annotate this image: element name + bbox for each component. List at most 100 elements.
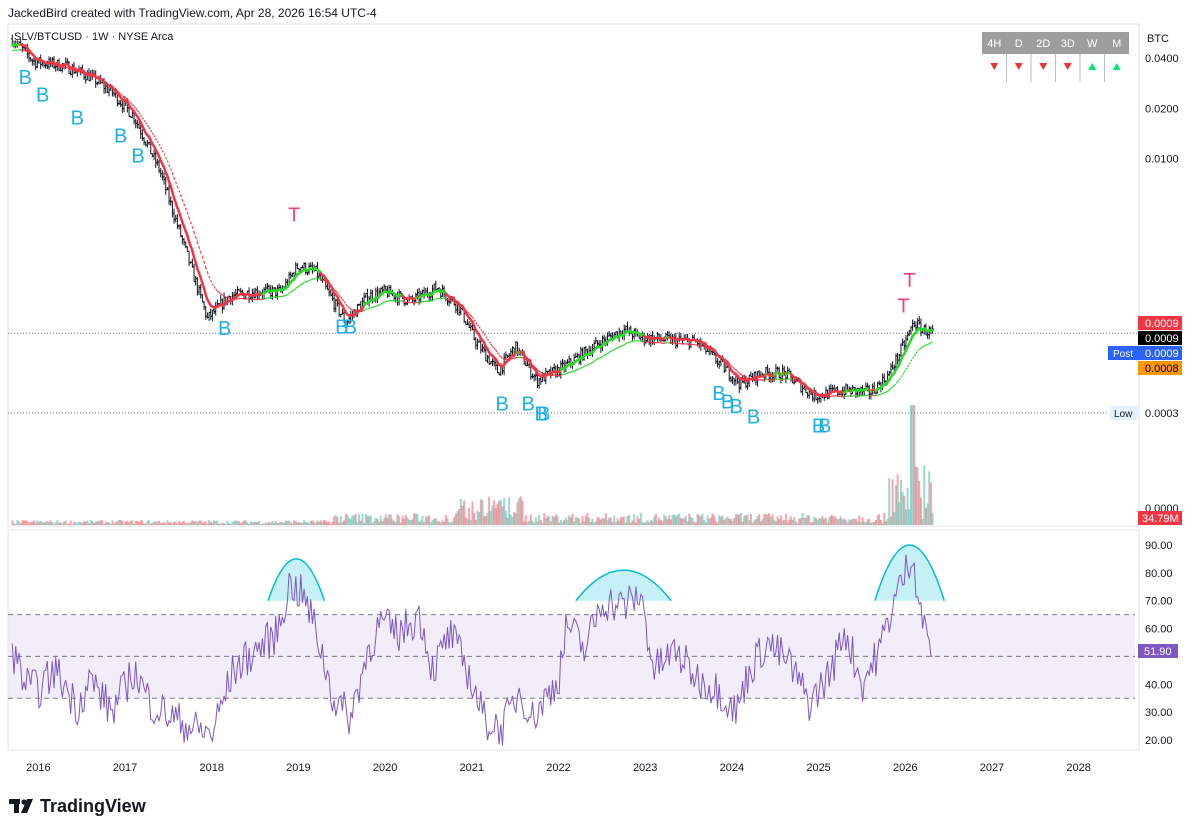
- volume-bar: [771, 514, 774, 525]
- volume-bar: [921, 518, 924, 525]
- ema-slow-segment: [300, 283, 303, 286]
- ema-slow-segment: [328, 283, 332, 286]
- volume-bar: [563, 520, 566, 525]
- volume-bar: [653, 516, 656, 525]
- ema-slow-segment: [35, 56, 38, 59]
- ohlc-bar: [731, 375, 735, 384]
- ema-slow-segment: [95, 77, 98, 80]
- volume-bar: [343, 520, 346, 525]
- ohlc-bar: [184, 241, 188, 249]
- ema-slow-segment: [542, 372, 545, 375]
- volume-bar: [876, 515, 879, 525]
- volume-bar: [568, 515, 571, 525]
- volume-bar: [371, 522, 374, 525]
- volume-bar: [646, 520, 649, 525]
- ema-slow-segment: [161, 150, 165, 154]
- volume-bar: [353, 515, 356, 525]
- volume-bar: [683, 518, 686, 525]
- volume-bar: [281, 521, 284, 525]
- ema-slow-segment: [673, 342, 677, 345]
- volume-bar: [293, 520, 296, 525]
- volume-bar: [883, 513, 886, 525]
- buy-signal-label: B: [812, 415, 825, 437]
- buy-signal-label: B: [218, 318, 231, 340]
- volume-bar: [206, 523, 209, 525]
- volume-bar: [184, 523, 187, 525]
- volume-bar: [106, 522, 109, 525]
- top-signal-label: T: [897, 295, 909, 317]
- ema-slow-segment: [613, 348, 617, 351]
- volume-bar: [243, 520, 246, 525]
- ema-slow-segment: [263, 297, 266, 300]
- volume-bar: [821, 516, 824, 525]
- ema-slow-segment: [750, 378, 753, 381]
- volume-bar: [784, 513, 787, 525]
- volume-bar: [828, 517, 831, 525]
- volume-bar: [688, 513, 691, 525]
- ema-slow-segment: [480, 329, 483, 332]
- ema-slow-segment: [468, 313, 472, 316]
- ohlc-bar: [711, 350, 715, 355]
- volume-bar: [808, 515, 811, 525]
- volume-bar: [519, 496, 522, 525]
- ema-slow-segment: [707, 347, 710, 350]
- ohlc-bar: [891, 361, 895, 370]
- ohlc-bar: [197, 284, 201, 295]
- ohlc-bar: [474, 337, 478, 350]
- last-price-tag: 0.0009: [1138, 316, 1182, 330]
- volume-bar: [61, 523, 64, 525]
- volume-bar: [199, 520, 202, 525]
- volume-bar: [499, 499, 502, 525]
- volume-bar: [523, 521, 526, 525]
- volume-bar: [846, 522, 849, 525]
- ema-slow-segment: [610, 350, 613, 352]
- volume-bar: [46, 521, 49, 525]
- ohlc-bar: [204, 305, 208, 320]
- volume-bar: [321, 521, 324, 525]
- volume-bar: [73, 521, 76, 525]
- volume-bar: [368, 516, 371, 525]
- buy-signal-label: B: [495, 394, 508, 416]
- volume-bar: [661, 521, 664, 525]
- volume-bar: [258, 520, 261, 525]
- volume-bar: [63, 521, 66, 525]
- ema-slow-segment: [175, 181, 178, 187]
- time-axis-tick: 2017: [113, 762, 137, 774]
- volume-bar: [614, 522, 617, 525]
- ema-slow-segment: [113, 87, 116, 90]
- ema-slow-segment: [420, 301, 423, 303]
- volume-bar: [549, 521, 552, 525]
- ohlc-bar: [729, 376, 733, 383]
- volume-bar: [126, 520, 129, 525]
- volume-bar: [823, 518, 826, 525]
- volume-bar: [533, 522, 536, 525]
- ema-slow-segment: [880, 392, 883, 395]
- ema-slow-segment: [57, 64, 60, 67]
- volume-bar: [159, 523, 162, 525]
- volume-bar: [728, 518, 731, 525]
- volume-bar: [209, 521, 212, 525]
- volume-bar: [161, 522, 164, 525]
- volume-bar: [181, 521, 184, 525]
- ema-slow-segment: [105, 82, 108, 85]
- volume-bar: [551, 515, 554, 525]
- volume-bar: [333, 516, 336, 525]
- ema-slow-segment: [893, 383, 897, 386]
- volume-bar: [704, 522, 707, 525]
- volume-bar: [454, 513, 457, 525]
- volume-bar: [778, 519, 781, 525]
- volume-bar: [218, 523, 221, 525]
- ohlc-bar: [902, 339, 906, 351]
- ema-slow-segment: [180, 194, 183, 200]
- ohlc-bar: [370, 289, 374, 304]
- ema-slow-segment: [188, 217, 192, 223]
- volume-bar: [686, 521, 689, 525]
- volume-bar: [654, 513, 657, 525]
- volume-bar: [711, 513, 714, 525]
- volume-bar: [548, 516, 551, 525]
- volume-bar: [268, 522, 271, 525]
- ema-slow-segment: [333, 289, 337, 292]
- volume-bar: [313, 522, 316, 525]
- volume-bar: [154, 521, 157, 525]
- ohlc-bar: [120, 100, 124, 113]
